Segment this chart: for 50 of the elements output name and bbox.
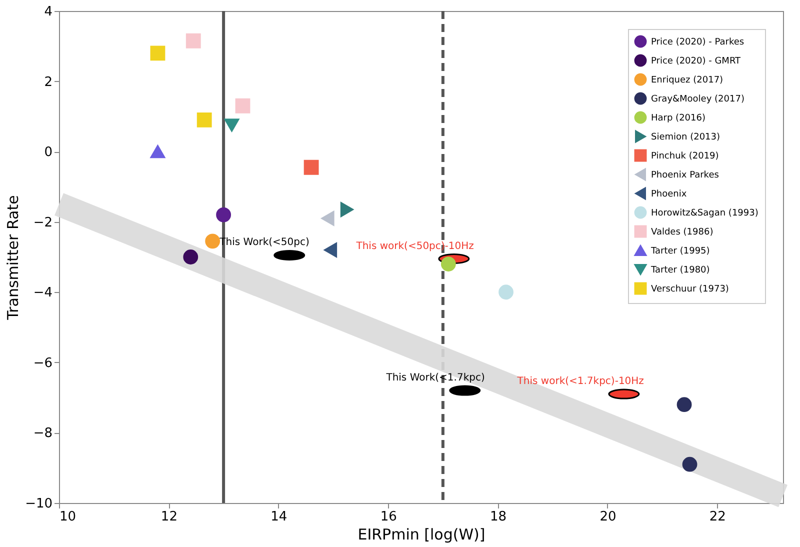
x-tick-label: 22 bbox=[709, 510, 726, 524]
y-tick-label: 0 bbox=[44, 145, 52, 160]
x-axis-title: EIRPmin [log(W)] bbox=[358, 526, 486, 544]
x-tick-label: 12 bbox=[160, 510, 178, 524]
legend-label: Horowitz&Sagan (1993) bbox=[651, 208, 758, 218]
series-label: This work(<50pc)-10Hz bbox=[355, 240, 474, 252]
y-tick-label: −4 bbox=[33, 286, 52, 301]
legend-label: Price (2020) - GMRT bbox=[651, 56, 742, 66]
legend-label: Enriquez (2017) bbox=[651, 76, 724, 86]
legend-label: Verschuur (1973) bbox=[651, 284, 729, 294]
point bbox=[676, 397, 692, 412]
point bbox=[196, 112, 212, 128]
point bbox=[324, 242, 338, 258]
legend-label: Price (2020) - Parkes bbox=[651, 38, 744, 48]
point bbox=[224, 118, 240, 132]
point bbox=[440, 256, 456, 272]
legend-label: Tarter (1995) bbox=[650, 246, 710, 256]
legend-label: Valdes (1986) bbox=[651, 228, 714, 238]
point bbox=[498, 284, 514, 300]
legend-label: Pinchuk (2019) bbox=[651, 152, 719, 162]
x-tick-label: 20 bbox=[600, 510, 616, 524]
y-tick-label: −2 bbox=[33, 215, 52, 230]
point bbox=[205, 234, 220, 249]
x-tick-label: 14 bbox=[270, 510, 288, 524]
y-tick-label: 2 bbox=[44, 74, 52, 90]
legend-label: Siemion (2013) bbox=[651, 132, 720, 142]
y-tick-label: 4 bbox=[44, 4, 52, 20]
point bbox=[216, 207, 232, 222]
x-tick-label: 16 bbox=[380, 510, 397, 524]
y-tick-label: −6 bbox=[33, 356, 52, 371]
point bbox=[321, 210, 334, 226]
y-tick-label: −10 bbox=[25, 496, 52, 512]
point bbox=[340, 202, 354, 218]
series-label: This work(<1.7kpc)-10Hz bbox=[516, 376, 644, 388]
legend-label: Phoenix Parkes bbox=[651, 170, 720, 180]
point bbox=[183, 250, 198, 264]
point bbox=[235, 98, 250, 114]
point bbox=[186, 33, 201, 48]
point bbox=[150, 145, 166, 158]
y-axis-title: Transmitter Rate bbox=[4, 195, 22, 321]
point bbox=[304, 160, 319, 175]
legend-label: Harp (2016) bbox=[651, 114, 706, 124]
legend-label: Phoenix bbox=[651, 190, 688, 200]
legend-label: Gray&Mooley (2017) bbox=[651, 94, 744, 104]
y-tick-label: −8 bbox=[33, 426, 52, 442]
x-tick-label: 10 bbox=[60, 510, 76, 524]
x-tick-label: 18 bbox=[490, 510, 507, 524]
legend-label: Tarter (1980) bbox=[650, 266, 710, 276]
point bbox=[682, 456, 698, 472]
point bbox=[150, 46, 166, 61]
